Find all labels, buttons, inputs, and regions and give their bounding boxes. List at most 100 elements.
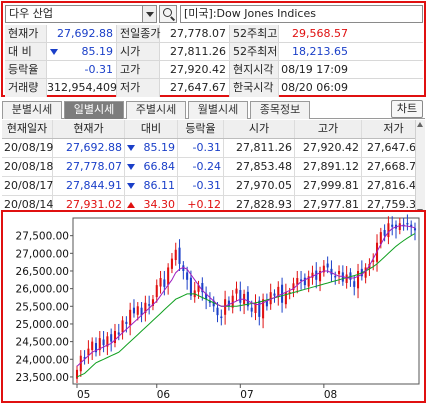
change-value: 85.19 [47, 43, 117, 60]
table-row[interactable]: 20/08/17 27,844.91 86.11 -0.31 27,970.05 27,9… [2, 177, 425, 196]
candle-body [413, 228, 417, 231]
low-label: 저가 [117, 79, 160, 97]
korea-time-label: 한국시각 [230, 79, 279, 97]
cell-pct: -0.24 [178, 158, 224, 176]
quote-row: 거래량 312,954,409 저가 27,647.67 한국시각 08/20 … [5, 79, 423, 97]
candle-body [140, 307, 143, 316]
candle-body [102, 339, 105, 346]
candle-body [125, 321, 128, 324]
candle-body [315, 270, 318, 280]
candle-body [110, 334, 113, 342]
change-rate-label: 등락율 [5, 61, 47, 78]
tab-daily[interactable]: 일별시세 [64, 101, 124, 119]
volume-label: 거래량 [5, 79, 47, 97]
candle-body [303, 277, 306, 286]
cell-pct: +0.12 [178, 196, 224, 214]
local-time-label: 현지시각 [230, 61, 279, 78]
cell-price: 27,692.88 [53, 139, 125, 157]
candle-body [174, 249, 177, 261]
table-header: 현재일자 현재가 대비 등락율 시가 고가 저가 [2, 120, 425, 139]
candle-body [113, 331, 117, 344]
candle-body [341, 272, 344, 282]
price-chart[interactable]: 27,500.00 27,000.00 26,500.00 26,000.00 25,5… [3, 212, 424, 401]
cell-low: 27,759.39 [367, 198, 423, 211]
col-open: 시가 [224, 120, 295, 138]
symbol-search-row: 다우 산업 [미국]:Dow Jones Indices [5, 5, 423, 23]
table-row[interactable]: 20/08/19 27,692.88 85.19 -0.31 27,811.26 27,9… [2, 139, 425, 158]
y-tick-label: 27,000.00 [16, 248, 69, 260]
candle-body [189, 277, 192, 296]
candle-body [379, 232, 382, 245]
candle-body [91, 341, 94, 351]
table-row[interactable]: 20/08/14 27,931.02 34.30 +0.12 27,828.93 27,9… [2, 196, 425, 215]
cell-date: 20/08/18 [2, 158, 53, 176]
candle-body [383, 230, 386, 236]
symbol-input[interactable]: 다우 산업 [5, 5, 143, 23]
cell-open: 27,811.26 [224, 139, 295, 157]
candle-body [288, 292, 291, 294]
candle-body [170, 258, 173, 269]
change-label: 대 비 [5, 43, 47, 60]
quote-row: 등락율 -0.31 고가 27,920.42 현지시각 08/19 17:09 [5, 61, 423, 79]
symbol-dropdown-button[interactable] [143, 5, 157, 23]
candle-body [132, 307, 135, 314]
down-arrow-icon [127, 164, 135, 170]
symbol-name-field: [미국]:Dow Jones Indices [180, 5, 423, 23]
candle-body [292, 283, 295, 291]
y-tick-label: 25,500.00 [16, 301, 69, 313]
candle-body [330, 268, 333, 275]
cell-open: 27,828.93 [224, 196, 295, 214]
candle-body [273, 293, 276, 296]
current-price-value: 27,692.88 [47, 25, 117, 42]
candle-body [345, 274, 348, 283]
cell-date: 20/08/19 [2, 139, 53, 157]
candle-body [75, 369, 79, 379]
cell-open: 27,853.48 [224, 158, 295, 176]
x-tick-label: 05 [77, 389, 90, 401]
down-arrow-icon [127, 183, 135, 189]
table-scrollbar[interactable] [415, 120, 425, 216]
tab-stock-info[interactable]: 종목정보 [250, 101, 310, 119]
y-tick-label: 25,000.00 [16, 319, 69, 331]
daily-price-table: 현재일자 현재가 대비 등락율 시가 고가 저가 20/08/19 27,692.… [2, 120, 425, 216]
candle-body [307, 276, 310, 287]
korea-time-value: 08/20 06:09 [281, 81, 348, 94]
table-row[interactable]: 20/08/18 27,778.07 66.84 -0.24 27,853.48 27,8… [2, 158, 425, 177]
high-label: 고가 [117, 61, 160, 78]
tab-weekly[interactable]: 주별시세 [126, 101, 186, 119]
candle-body [117, 332, 120, 335]
tab-minute[interactable]: 분별시세 [2, 101, 62, 119]
candle-body [224, 299, 227, 315]
candle-body [334, 275, 337, 278]
candle-body [250, 307, 253, 312]
candle-body [357, 270, 360, 289]
week52-low-value: 18,213.65 [292, 45, 348, 58]
candle-body [326, 263, 329, 268]
quote-grid: 현재가 27,692.88 전일종가 27,778.07 52주최고 29,56… [5, 25, 423, 97]
cell-price: 27,931.02 [53, 196, 125, 214]
candle-body [79, 355, 82, 372]
chevron-down-icon [145, 11, 154, 17]
chart-panel: 27,500.00 27,000.00 26,500.00 26,000.00 25,5… [1, 210, 426, 403]
week52-high-label: 52주최고 [230, 25, 279, 42]
candle-body [216, 307, 219, 316]
tab-monthly[interactable]: 월별시세 [188, 101, 248, 119]
low-value: 27,647.67 [160, 79, 230, 97]
cell-change: 85.19 [125, 139, 178, 157]
scroll-up-icon[interactable] [417, 122, 423, 127]
search-button[interactable] [159, 5, 177, 23]
candle-body [391, 224, 394, 227]
chart-button[interactable]: 차트 [391, 100, 423, 118]
candle-body [121, 320, 124, 333]
candle-body [98, 338, 101, 351]
x-tick-label: 07 [240, 389, 253, 401]
candle-body [231, 295, 234, 308]
candle-body [387, 223, 390, 238]
y-tick-label: 24,500.00 [16, 337, 69, 349]
open-label: 시가 [117, 43, 160, 60]
table-body: 20/08/19 27,692.88 85.19 -0.31 27,811.26 27,9… [2, 139, 425, 215]
plot-area [72, 217, 420, 385]
x-tick-label: 06 [157, 389, 171, 401]
candle-body [265, 300, 268, 307]
candle-body [186, 272, 189, 280]
